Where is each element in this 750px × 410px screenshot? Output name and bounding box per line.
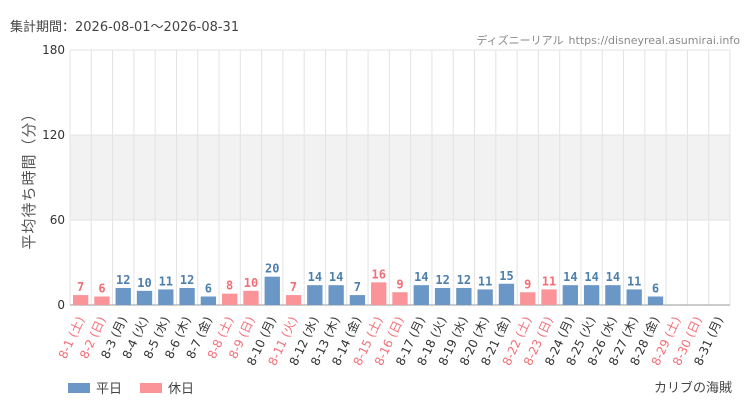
y-tick-label: 120 (42, 128, 65, 142)
site-credit: ディズニーリアル https://disneyreal.asumirai.info (476, 32, 740, 48)
data-label: 6 (205, 282, 212, 296)
bar (136, 290, 153, 305)
bar (72, 295, 89, 305)
data-label: 10 (137, 276, 151, 290)
data-label: 14 (308, 270, 322, 284)
data-label: 11 (478, 274, 492, 288)
data-label: 12 (116, 273, 130, 287)
bar (520, 292, 536, 305)
data-label: 11 (542, 274, 556, 288)
data-label: 9 (396, 277, 403, 291)
legend: 平日 休日 (68, 378, 212, 397)
data-label: 10 (244, 276, 258, 290)
data-label: 7 (290, 280, 297, 294)
bar (647, 296, 664, 305)
bar (200, 296, 217, 305)
bar (115, 288, 131, 305)
data-label: 6 (98, 282, 105, 296)
bar (605, 285, 621, 305)
data-label: 6 (652, 282, 659, 296)
data-label: 14 (606, 270, 620, 284)
period-label: 集計期間：2026-08-01～2026-08-31 (10, 20, 240, 35)
bar (179, 288, 195, 305)
legend-weekday-swatch (68, 382, 90, 393)
data-label: 7 (354, 280, 361, 294)
y-tick-label: 0 (57, 298, 65, 312)
data-label: 16 (371, 267, 385, 281)
bar (413, 285, 429, 305)
data-label: 8 (226, 279, 233, 293)
y-tick-label: 60 (50, 213, 65, 227)
site-name[interactable]: ディズニーリアル (476, 34, 564, 47)
bar (328, 285, 344, 305)
legend-weekday-label: 平日 (96, 382, 123, 397)
data-label: 9 (524, 277, 531, 291)
bar (583, 285, 600, 305)
bar (541, 289, 557, 305)
bar (392, 292, 408, 305)
bar (477, 289, 493, 305)
data-label: 14 (584, 270, 598, 284)
y-axis-title: 平均待ち時間（分） (20, 105, 38, 249)
data-label: 11 (627, 274, 641, 288)
data-label: 20 (265, 262, 279, 276)
bar (626, 289, 642, 305)
bar (264, 276, 280, 305)
data-label: 11 (159, 274, 173, 288)
legend-holiday-swatch (140, 382, 163, 393)
attraction-name: カリブの海賊 (653, 381, 732, 396)
bar (434, 288, 451, 305)
bar (349, 295, 366, 305)
legend-holiday[interactable]: 休日 (140, 378, 194, 397)
data-label: 14 (563, 270, 577, 284)
legend-weekday[interactable]: 平日 (68, 378, 122, 397)
bar (94, 296, 110, 305)
bar (307, 285, 323, 305)
data-label: 14 (414, 270, 428, 284)
legend-holiday-label: 休日 (168, 382, 195, 397)
bar (456, 288, 472, 305)
bar (562, 285, 578, 305)
site-url[interactable]: https://disneyreal.asumirai.info (568, 34, 740, 47)
grid-band (70, 135, 730, 220)
data-label: 12 (457, 273, 471, 287)
bar (285, 295, 302, 305)
data-label: 7 (77, 280, 84, 294)
data-label: 15 (499, 269, 513, 283)
bar (243, 290, 259, 305)
data-label: 12 (180, 273, 194, 287)
data-label: 12 (435, 273, 449, 287)
bar (498, 283, 515, 305)
y-tick-label: 180 (42, 43, 65, 57)
data-label: 14 (329, 270, 343, 284)
bar (158, 289, 174, 305)
bar (371, 282, 387, 305)
bar (222, 293, 238, 305)
